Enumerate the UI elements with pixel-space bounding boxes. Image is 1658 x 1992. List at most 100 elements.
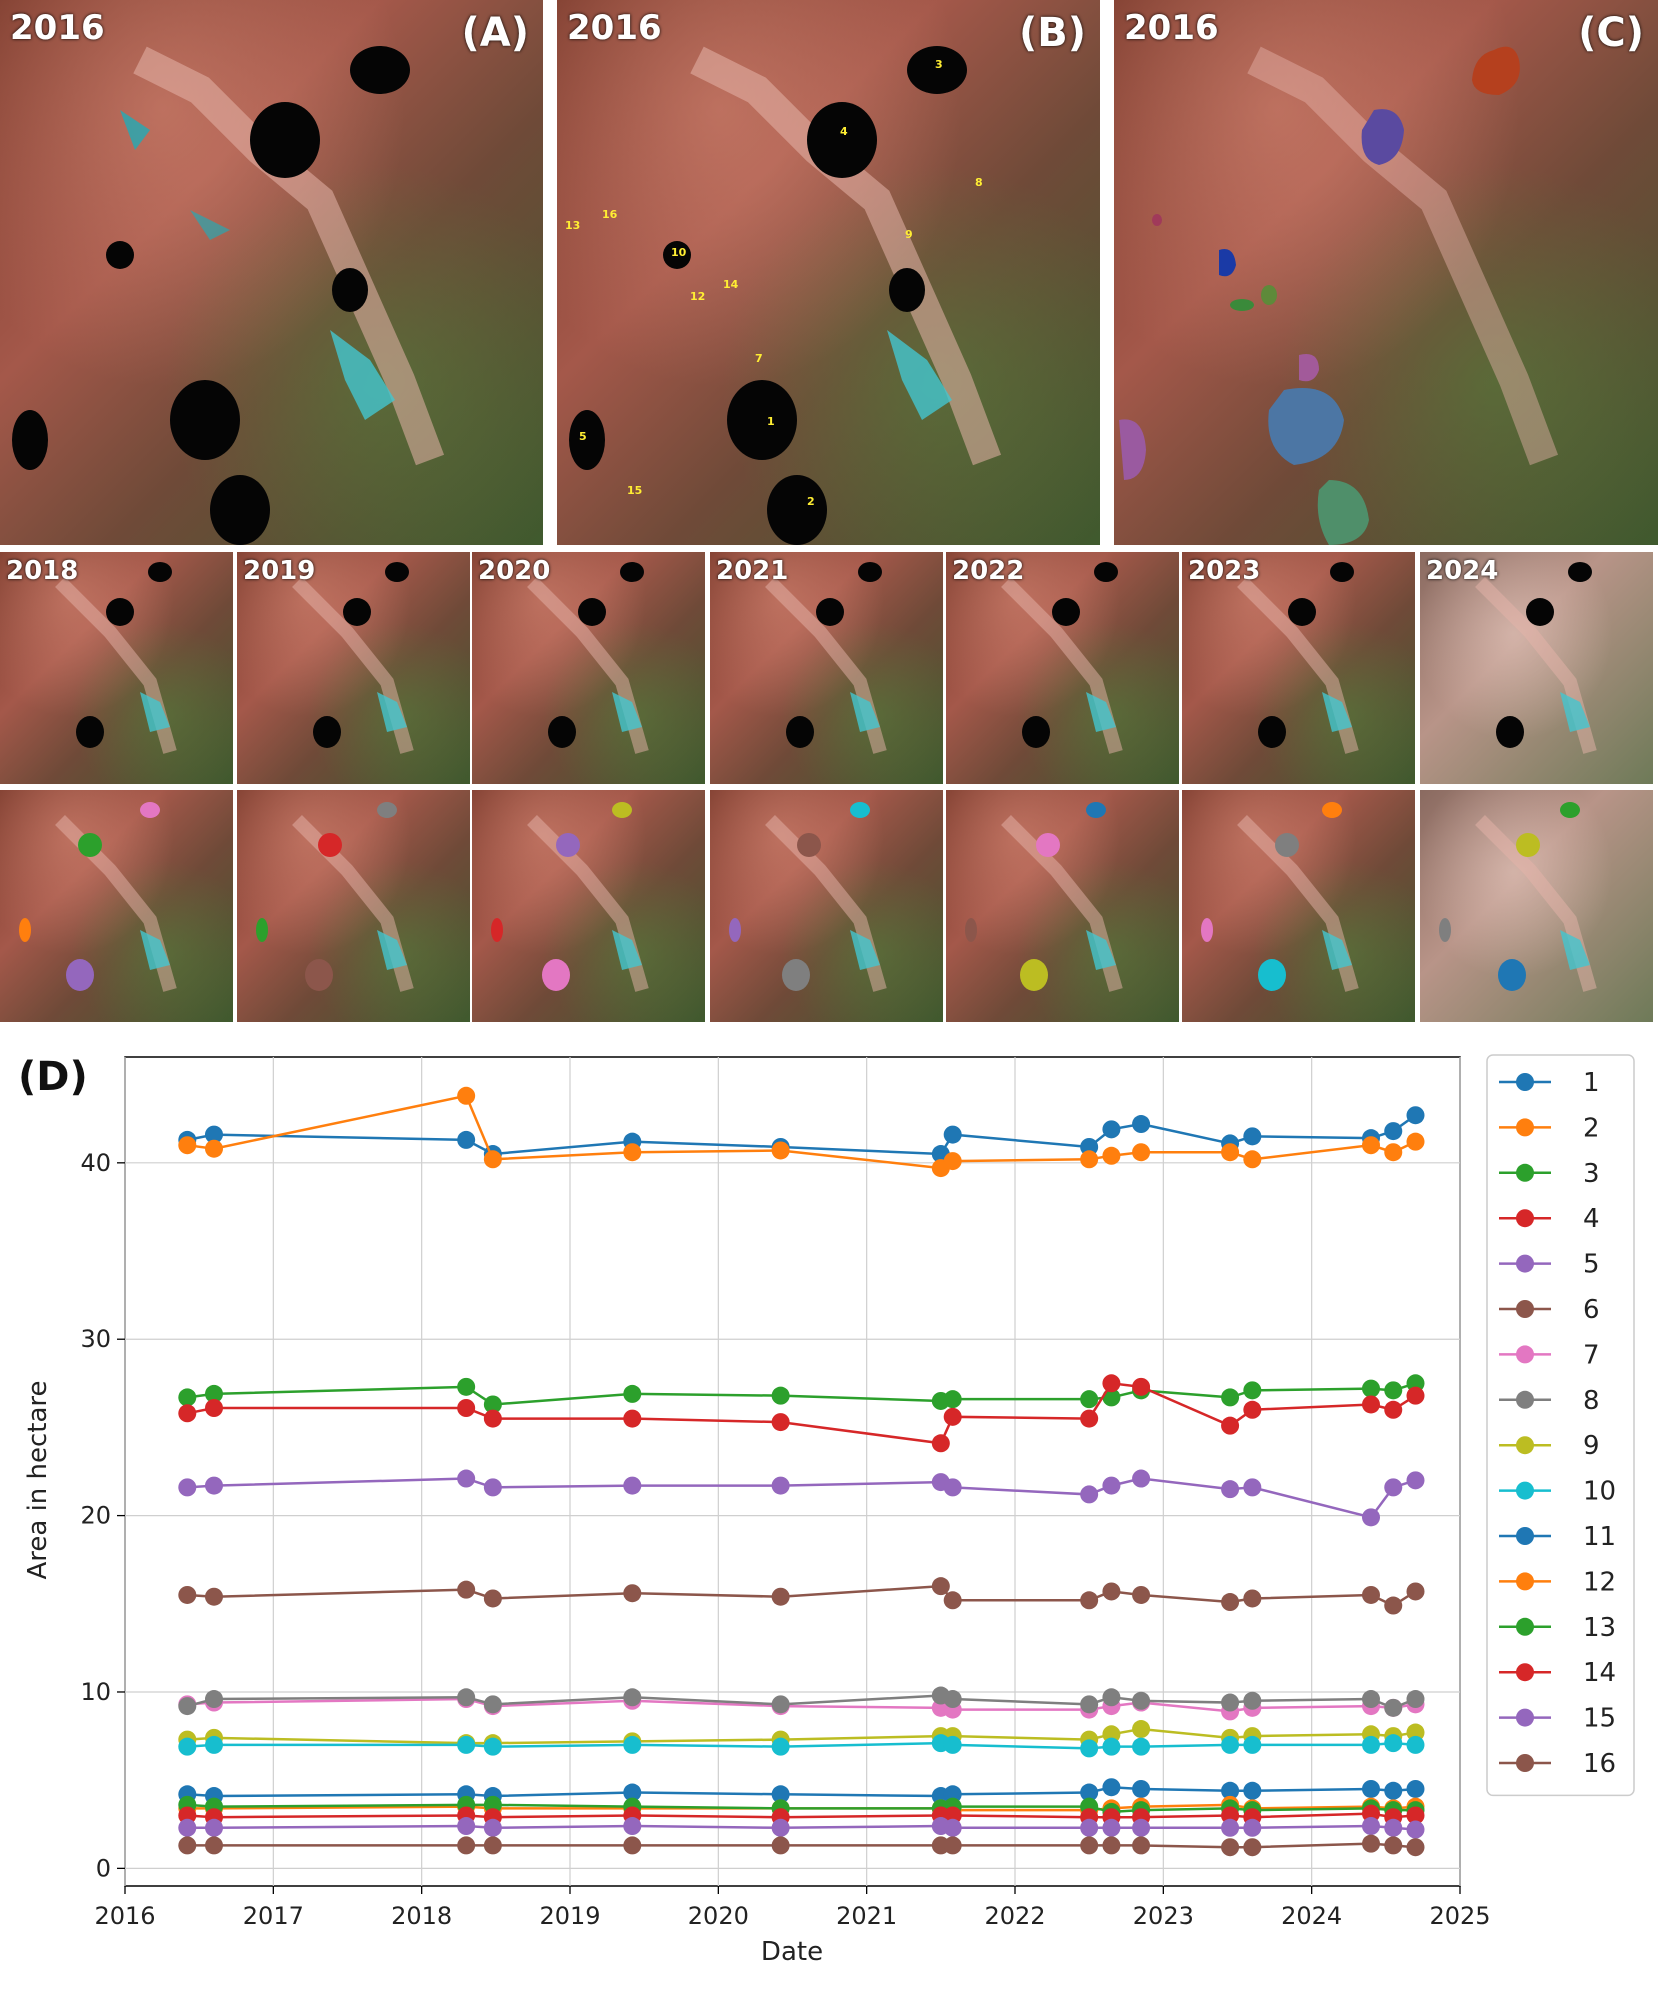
series-point-6 [943,1591,962,1610]
series-point-6 [623,1584,642,1603]
legend-label-4: 4 [1583,1204,1600,1234]
series-point-6 [1221,1593,1240,1612]
series-point-10 [178,1737,197,1756]
series-point-5 [1080,1485,1099,1504]
lake-label-15: 15 [627,484,642,497]
series-point-6 [483,1589,502,1608]
series-point-4 [1132,1377,1151,1396]
series-point-14 [943,1806,962,1825]
series-point-3 [623,1384,642,1403]
timeline-year-2020: 2020 [478,556,551,586]
series-point-8 [1080,1695,1099,1714]
legend-marker-13 [1516,1617,1534,1636]
plot-frame [124,1056,1461,1887]
panel-a-label: (A) [461,10,529,56]
series-point-15 [1243,1818,1262,1837]
legend-label-8: 8 [1583,1386,1600,1416]
legend-label-14: 14 [1583,1658,1616,1688]
series-point-4 [457,1399,476,1418]
series-line-16 [187,1842,1416,1849]
series-point-2 [1102,1146,1121,1165]
series-point-16 [1406,1838,1425,1857]
series-line-6 [187,1584,1417,1607]
series-point-4 [205,1399,223,1418]
series-line-1 [187,1114,1417,1156]
panel-b-image: 1 2 3 4 5 7 8 9 10 12 13 14 15 16 2016 (… [557,0,1100,545]
mask-thumbnail-2024 [1420,790,1653,1022]
x-tick-label: 2016 [94,1902,155,1930]
legend-label-1: 1 [1583,1068,1600,1098]
legend-marker-5 [1516,1254,1534,1273]
series-point-16 [771,1836,790,1855]
series-point-8 [483,1695,502,1714]
panel-b-year: 2016 [567,8,662,48]
mask-thumbnail-2023 [1182,790,1415,1022]
series-point-16 [1080,1836,1099,1855]
series-point-2 [483,1150,502,1169]
series-point-6 [1132,1585,1151,1604]
series-point-10 [1406,1735,1425,1754]
x-tick-label: 2019 [539,1902,600,1930]
series-point-10 [1102,1737,1121,1756]
panel-a-year: 2016 [10,8,105,48]
series-point-2 [771,1141,790,1160]
series-line-8 [186,1694,1416,1710]
lake-label-13: 13 [565,219,580,232]
series-point-15 [1102,1818,1121,1837]
series-point-14 [1406,1806,1425,1825]
legend-label-6: 6 [1583,1295,1600,1325]
x-tick-label: 2024 [1281,1902,1342,1930]
y-tick-label: 40 [80,1149,111,1177]
series-point-11 [1243,1781,1262,1800]
series-point-10 [771,1737,790,1756]
series-point-5 [1132,1469,1151,1488]
series-point-8 [205,1690,223,1709]
chart-axes: 2016 2017 2018 2019 2020 2021 2022 2023 2024 2025… [80,1149,1490,1930]
series-point-5 [1362,1508,1380,1527]
series-point-2 [943,1152,962,1171]
series-point-3 [1362,1379,1380,1398]
series-point-16 [1384,1836,1403,1855]
series-point-4 [1221,1416,1240,1435]
lake-label-9: 9 [905,228,913,241]
lake-label-3: 3 [935,58,943,71]
series-point-10 [457,1735,476,1754]
series-point-10 [1221,1735,1240,1754]
series-point-14 [1362,1804,1380,1823]
legend-marker-9 [1516,1436,1534,1455]
series-point-4 [483,1409,502,1428]
series-point-2 [623,1143,642,1162]
series-point-2 [205,1139,223,1158]
series-point-2 [178,1136,197,1155]
series-point-8 [1102,1688,1121,1707]
series-point-1 [1132,1115,1151,1134]
series-point-4 [1102,1374,1121,1393]
series-point-6 [771,1587,790,1606]
series-point-15 [771,1818,790,1837]
lake-label-16: 16 [602,208,618,221]
series-point-4 [1384,1400,1403,1419]
series-point-8 [1132,1691,1151,1710]
series-point-4 [178,1404,197,1423]
series-point-11 [1406,1779,1425,1798]
series-point-6 [1080,1591,1099,1610]
series-point-6 [1243,1589,1262,1608]
image-thumbnail-2023: 2023 [1182,552,1415,784]
series-line-9 [187,1727,1416,1745]
lake-label-2: 2 [807,495,815,508]
series-point-1 [205,1125,223,1144]
image-thumbnail-2021: 2021 [710,552,943,784]
series-point-11 [1132,1779,1151,1798]
series-line-14 [187,1812,1416,1819]
lake-label-7: 7 [755,352,763,365]
series-point-2 [1243,1150,1262,1169]
series-point-16 [1102,1836,1121,1855]
legend-label-3: 3 [1583,1159,1600,1189]
series-point-3 [771,1386,790,1405]
series-point-10 [1384,1734,1403,1753]
panel-c-year: 2016 [1124,8,1219,48]
series-point-16 [205,1836,223,1855]
series-point-1 [1102,1120,1121,1139]
series-point-11 [1080,1783,1099,1802]
series-point-6 [931,1577,950,1596]
